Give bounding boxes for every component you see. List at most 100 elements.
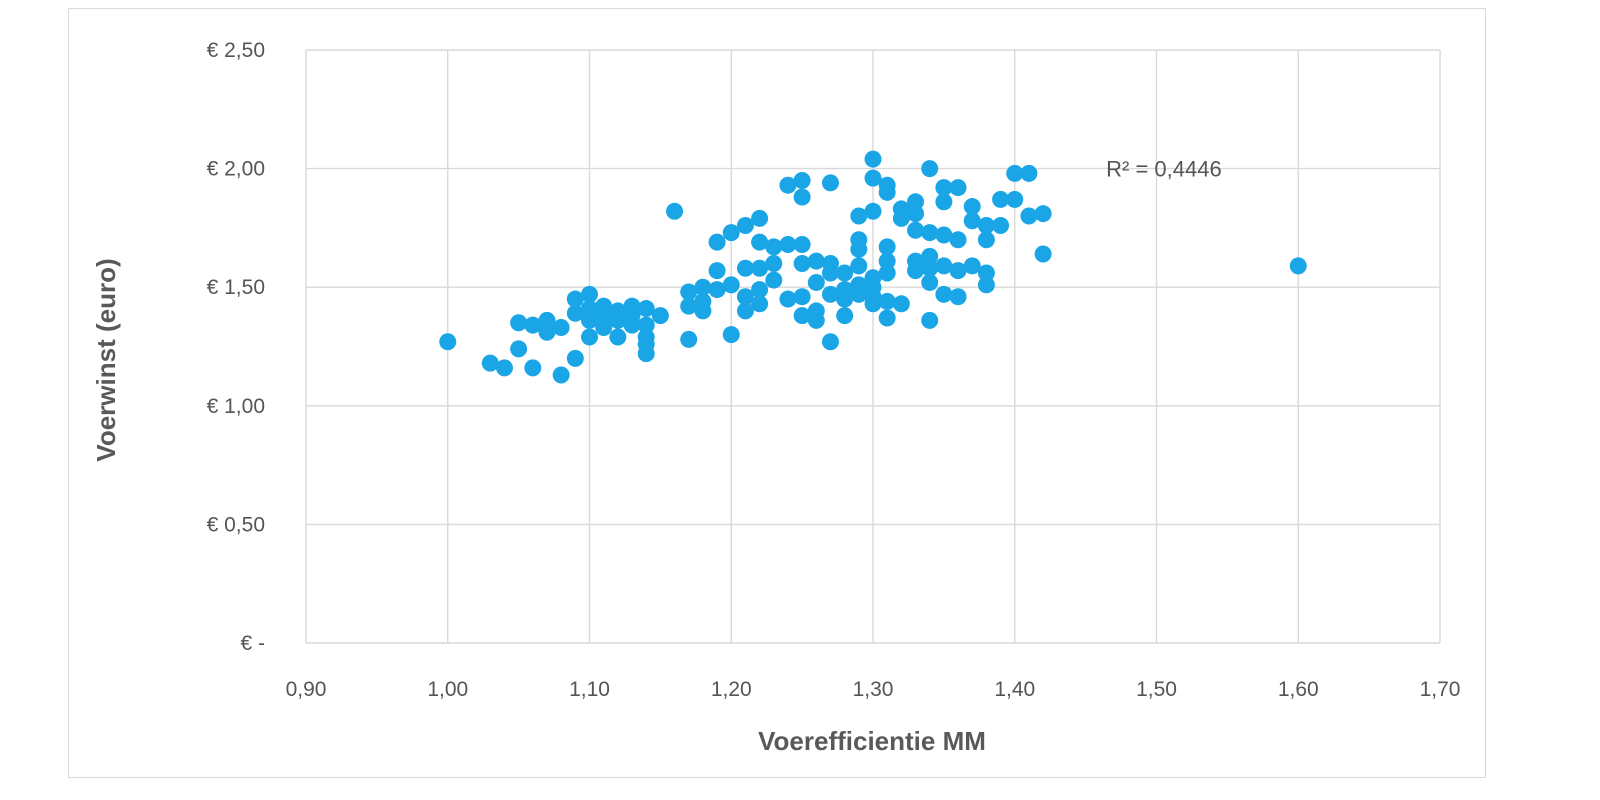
data-point: [1020, 164, 1038, 182]
r-squared-annotation: R² = 0,4446: [1106, 157, 1222, 182]
data-point: [949, 179, 967, 197]
data-point: [921, 224, 939, 242]
data-point: [1289, 257, 1307, 275]
data-point: [878, 309, 896, 327]
x-tick-labels: 0,90 1,00 1,10 1,20 1,30 1,40 1,50 1,60 1,70: [286, 678, 1461, 701]
data-point: [680, 297, 698, 315]
data-point: [850, 240, 868, 258]
data-point: [680, 330, 698, 348]
data-point: [921, 311, 939, 329]
data-point: [878, 252, 896, 270]
data-point: [722, 326, 740, 344]
data-point: [907, 205, 925, 223]
data-point: [793, 307, 811, 325]
data-point: [524, 316, 542, 334]
data-point: [581, 328, 598, 346]
data-point: [751, 233, 769, 251]
data-point: [793, 236, 811, 254]
data-point: [566, 290, 584, 308]
data-point: [807, 273, 825, 291]
data-point: [581, 285, 598, 303]
data-point: [751, 209, 769, 227]
data-point: [694, 302, 712, 320]
data-point: [850, 285, 868, 303]
data-point: [836, 264, 854, 282]
data-point: [1034, 205, 1052, 223]
data-point: [751, 295, 769, 313]
data-point: [864, 295, 882, 313]
data-point: [935, 193, 953, 211]
data-point: [765, 271, 783, 289]
data-point: [963, 198, 981, 216]
data-point: [708, 233, 726, 251]
data-point: [439, 333, 457, 351]
data-point: [807, 311, 825, 329]
data-point: [736, 217, 754, 235]
data-point: [935, 257, 953, 275]
y-tick-label: € 0,50: [207, 513, 265, 536]
data-point: [552, 366, 570, 384]
y-axis-title: Voerwinst (euro): [91, 258, 121, 461]
y-tick-labels: € - € 0,50 € 1,00 € 1,50 € 2,00 € 2,50: [207, 39, 265, 655]
x-tick-label: 1,70: [1420, 678, 1461, 701]
data-point: [736, 302, 754, 320]
data-point: [921, 273, 939, 291]
data-point: [992, 190, 1010, 208]
data-point: [907, 262, 925, 280]
data-point: [977, 217, 995, 235]
data-point: [864, 150, 882, 168]
x-axis-title: Voerefficientie MM: [758, 726, 986, 756]
data-point: [1006, 190, 1024, 208]
data-point: [935, 226, 953, 244]
data-point: [921, 259, 939, 277]
data-point: [836, 290, 854, 308]
data-point: [793, 188, 811, 206]
y-tick-label: € 2,50: [207, 39, 265, 62]
x-tick-label: 1,00: [427, 678, 468, 701]
data-point: [1006, 164, 1024, 182]
data-point: [779, 176, 797, 194]
data-point: [892, 209, 910, 227]
data-point: [510, 340, 528, 358]
x-tick-label: 1,20: [711, 678, 752, 701]
data-point: [921, 160, 939, 178]
data-point: [609, 328, 627, 346]
data-point: [977, 231, 995, 249]
data-point: [1020, 207, 1038, 225]
data-point: [977, 264, 995, 282]
data-point: [666, 202, 684, 220]
data-point: [793, 254, 811, 272]
data-point: [907, 221, 925, 239]
x-tick-label: 1,60: [1278, 678, 1319, 701]
x-tick-label: 0,90: [286, 678, 327, 701]
data-point: [878, 264, 896, 282]
data-point: [736, 288, 754, 306]
x-tick-label: 1,10: [569, 678, 610, 701]
x-tick-label: 1,50: [1136, 678, 1177, 701]
data-point: [836, 307, 854, 325]
data-point: [793, 288, 811, 306]
data-point: [722, 276, 740, 294]
x-tick-label: 1,30: [853, 678, 894, 701]
data-point: [609, 311, 627, 329]
data-point: [722, 224, 740, 242]
data-point: [949, 262, 967, 280]
data-point: [992, 217, 1010, 235]
y-tick-label: € -: [240, 632, 265, 655]
data-point: [850, 257, 868, 275]
y-tick-label: € 1,50: [207, 276, 265, 299]
data-point: [821, 285, 839, 303]
data-point: [552, 319, 570, 337]
data-point: [850, 207, 868, 225]
data-point: [793, 171, 811, 189]
data-point: [821, 174, 839, 192]
data-point: [637, 316, 655, 334]
data-point: [765, 238, 783, 256]
data-point: [921, 247, 939, 265]
data-point: [821, 264, 839, 282]
data-point: [623, 316, 641, 334]
data-point: [935, 179, 953, 197]
data-point: [977, 276, 995, 294]
data-point: [963, 257, 981, 275]
data-point: [949, 288, 967, 306]
